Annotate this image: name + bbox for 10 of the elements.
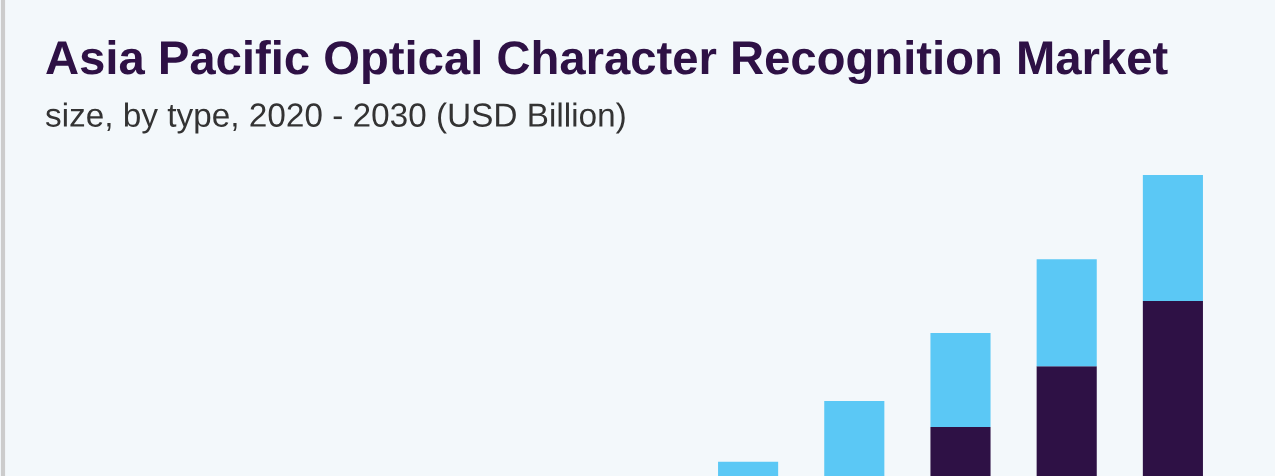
- bar: [1142, 175, 1203, 302]
- text: size, by type, 2020 - 2030 (USD Billion): [45, 102, 625, 134]
- bar: [1142, 301, 1203, 476]
- bar: [824, 401, 885, 476]
- bar: [930, 426, 991, 476]
- bar: [930, 333, 991, 427]
- bar: [718, 461, 779, 476]
- bar: [1036, 259, 1097, 367]
- chart-title: Asia Pacific Optical Character Recognition Market: [46, 39, 1168, 85]
- bar: [1036, 366, 1097, 476]
